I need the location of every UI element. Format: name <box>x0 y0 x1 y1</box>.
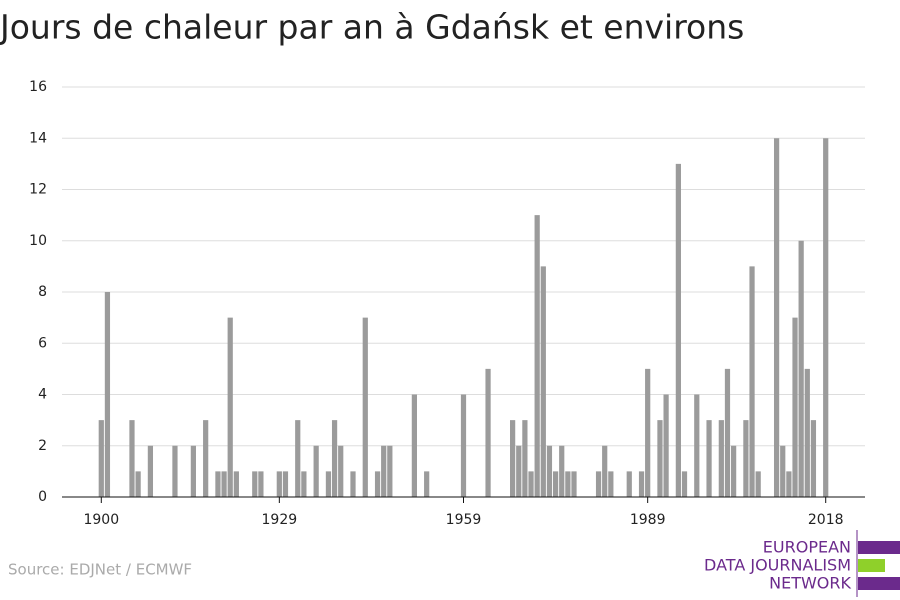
chart-title: Jours de chaleur par an à Gdańsk et envi… <box>0 8 744 47</box>
bar <box>338 445 344 497</box>
x-tick-label: 1989 <box>630 512 666 528</box>
y-tick-label: 10 <box>29 233 47 249</box>
logo-bar <box>858 541 900 554</box>
bar <box>608 471 614 497</box>
bar <box>595 471 602 497</box>
bar <box>215 471 221 497</box>
bar <box>540 266 546 497</box>
y-tick-label: 2 <box>38 438 47 454</box>
bar <box>374 471 381 497</box>
y-tick-label: 14 <box>29 130 47 146</box>
bar <box>522 420 528 497</box>
bar <box>516 445 522 497</box>
y-tick-label: 6 <box>38 335 47 351</box>
bar <box>331 420 338 497</box>
bar <box>104 292 111 497</box>
bar <box>602 445 608 497</box>
bar <box>657 420 663 497</box>
bar <box>98 420 104 497</box>
y-tick-label: 0 <box>38 489 47 505</box>
bar <box>387 445 393 497</box>
bar <box>718 420 724 497</box>
bar <box>773 138 780 497</box>
bar <box>823 138 829 497</box>
logo-text: EUROPEAN <box>763 538 851 557</box>
bar <box>786 471 792 497</box>
bar <box>411 394 417 497</box>
bar <box>749 266 755 497</box>
logo-bar <box>858 577 900 590</box>
bar <box>147 445 154 497</box>
bar <box>645 368 651 497</box>
bar <box>706 420 712 497</box>
bar <box>252 471 258 497</box>
bar <box>694 394 700 497</box>
bar <box>626 471 632 497</box>
bar <box>638 471 645 497</box>
bar <box>485 368 491 497</box>
bar <box>295 420 301 497</box>
x-tick-label: 1900 <box>83 512 119 528</box>
bar <box>381 445 387 497</box>
bar <box>559 445 565 497</box>
logo-bar <box>858 559 885 572</box>
bar <box>258 471 264 497</box>
bar <box>724 368 731 497</box>
bar <box>282 471 289 497</box>
bar <box>424 471 430 497</box>
bar <box>792 317 798 497</box>
bar <box>675 163 681 497</box>
bar <box>663 394 669 497</box>
bar <box>528 471 534 497</box>
bar <box>227 317 233 497</box>
bar <box>301 471 307 497</box>
bar <box>221 471 227 497</box>
bar <box>362 317 368 497</box>
bar <box>804 368 810 497</box>
bar <box>552 471 559 497</box>
bar <box>546 445 553 497</box>
bar <box>460 394 467 497</box>
bar <box>313 445 319 497</box>
y-tick-label: 8 <box>38 284 47 300</box>
bar <box>190 445 196 497</box>
bar <box>798 240 804 497</box>
bar <box>565 471 571 497</box>
source: Source: EDJNet / ECMWF <box>8 561 192 579</box>
logo: EUROPEAN DATA JOURNALISM NETWORK <box>704 530 900 597</box>
bar <box>325 471 332 497</box>
bar <box>233 471 239 497</box>
bar <box>510 420 516 497</box>
bar <box>350 471 356 497</box>
logo-text: NETWORK <box>769 574 851 593</box>
bar <box>571 471 577 497</box>
x-tick-label: 1929 <box>262 512 298 528</box>
bar <box>172 445 178 497</box>
bar <box>755 471 761 497</box>
x-tick-label: 2018 <box>808 512 844 528</box>
bar <box>534 215 540 497</box>
bar <box>681 471 688 497</box>
y-tick-label: 4 <box>38 387 47 403</box>
bar <box>203 420 209 497</box>
bar <box>780 445 786 497</box>
bar <box>743 420 749 497</box>
bar <box>276 471 282 497</box>
bar <box>135 471 141 497</box>
bar <box>129 420 135 497</box>
logo-text: DATA JOURNALISM <box>704 556 851 575</box>
y-tick-label: 12 <box>29 182 47 198</box>
x-tick-label: 1959 <box>446 512 482 528</box>
bar <box>731 445 737 497</box>
bar <box>810 420 817 497</box>
y-tick-label: 16 <box>29 79 47 95</box>
